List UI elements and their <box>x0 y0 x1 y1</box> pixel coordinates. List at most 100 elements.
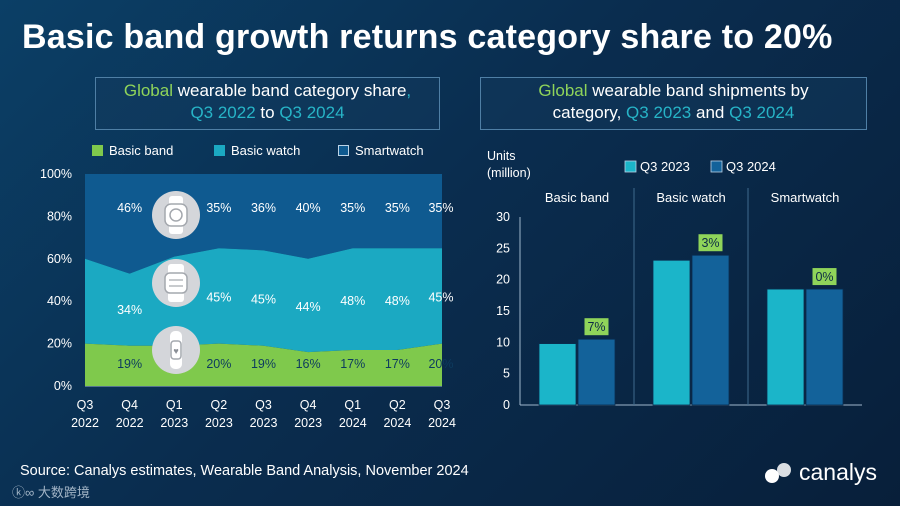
bar-q3-2023 <box>538 343 577 406</box>
label-basic-band: 17% <box>340 357 365 371</box>
right-title-global: Global <box>538 81 588 100</box>
x-tick-label: 2024 <box>339 416 367 430</box>
x-tick-label: Q4 <box>300 398 317 412</box>
bar-q3-2024 <box>691 254 730 406</box>
x-tick-label: 2024 <box>383 416 411 430</box>
right-title-text: wearable band shipments by <box>587 81 809 100</box>
left-title-end: Q3 2024 <box>279 103 345 122</box>
label-basic-band: 17% <box>385 357 410 371</box>
label-basic-band: 19% <box>251 357 276 371</box>
label-smartwatch: 36% <box>251 201 276 215</box>
growth-label-box <box>698 234 723 252</box>
legend-basic-band: Basic band <box>92 143 173 158</box>
x-tick-label: 2023 <box>294 416 322 430</box>
legend-label: Basic band <box>109 143 174 158</box>
y-tick-label: 20 <box>496 273 510 287</box>
group-label: Smartwatch <box>771 190 840 205</box>
x-tick-label: Q4 <box>121 398 138 412</box>
x-tick-label: Q1 <box>344 398 361 412</box>
bar-q3-2023 <box>652 259 691 406</box>
label-basic-band: 20% <box>428 357 453 371</box>
legend-swatch <box>214 145 225 156</box>
y-tick-label: 20% <box>47 337 72 351</box>
right-title-category: category, <box>552 103 627 122</box>
label-basic-watch: 44% <box>296 300 321 314</box>
basic-watch-icon <box>152 259 200 307</box>
left-title-start: Q3 2022 <box>190 103 256 122</box>
label-basic-band: 16% <box>296 357 321 371</box>
right-panel-title: Global wearable band shipments by catego… <box>480 77 867 130</box>
y-tick-label: 60% <box>47 252 72 266</box>
y-tick-label: 15 <box>496 304 510 318</box>
legend-swatch <box>92 145 103 156</box>
legend-basic-watch: Basic watch <box>214 143 300 158</box>
bar-q3-2023 <box>766 288 805 406</box>
label-smartwatch: 35% <box>428 201 453 215</box>
right-title-and: and <box>691 103 730 122</box>
watch-dial <box>169 208 183 222</box>
y-axis-title: Units <box>487 149 515 163</box>
growth-label-box <box>584 318 609 336</box>
watermark-logo-icon: ⓚ∞ <box>12 485 38 500</box>
bar-q3-2024 <box>577 338 616 406</box>
legend-label: Q3 2023 <box>640 159 690 174</box>
label-basic-watch: 48% <box>340 294 365 308</box>
label-smartwatch: 35% <box>206 201 231 215</box>
y-tick-label: 0 <box>503 398 510 412</box>
legend-swatch <box>710 160 723 173</box>
y-tick-label: 100% <box>40 167 72 181</box>
page-title: Basic band growth returns category share… <box>22 18 833 56</box>
x-tick-label: 2022 <box>71 416 99 430</box>
label-smartwatch: 40% <box>296 201 321 215</box>
legend-label: Q3 2024 <box>726 159 776 174</box>
x-tick-label: Q1 <box>166 398 183 412</box>
left-title-text: wearable band category share <box>172 81 407 100</box>
y-tick-label: 10 <box>496 335 510 349</box>
x-tick-label: Q2 <box>389 398 406 412</box>
y-tick-label: 0% <box>54 379 72 393</box>
x-tick-label: 2023 <box>205 416 233 430</box>
left-title-to: to <box>255 103 280 122</box>
watch-face <box>164 272 188 294</box>
group-label: Basic watch <box>656 190 725 205</box>
x-tick-label: Q3 <box>434 398 451 412</box>
legend-swatch <box>338 145 349 156</box>
label-basic-band: 19% <box>117 357 142 371</box>
x-tick-label: Q3 <box>77 398 94 412</box>
left-panel-title: Global wearable band category share, Q3 … <box>95 77 440 130</box>
y-tick-label: 40% <box>47 294 72 308</box>
legend-label: Smartwatch <box>355 143 424 158</box>
right-title-q3-2024: Q3 2024 <box>729 103 795 122</box>
label-basic-band: 20% <box>206 357 231 371</box>
label-smartwatch: 35% <box>340 201 365 215</box>
watch-face <box>164 203 188 227</box>
band-screen <box>170 340 182 360</box>
growth-label: 3% <box>701 236 719 250</box>
y-tick-label: 30 <box>496 210 510 224</box>
legend-smartwatch: Smartwatch <box>338 143 424 158</box>
brand-logo: canalys <box>763 459 877 486</box>
smartwatch-icon <box>152 191 200 239</box>
label-basic-watch: 48% <box>385 294 410 308</box>
label-smartwatch: 46% <box>117 201 142 215</box>
canalys-logo-icon <box>765 462 791 483</box>
legend-swatch <box>624 160 637 173</box>
y-tick-label: 80% <box>47 209 72 223</box>
label-basic-watch: 45% <box>206 291 231 305</box>
y-tick-label: 5 <box>503 367 510 381</box>
growth-label-box <box>812 268 837 286</box>
growth-label: 7% <box>587 320 605 334</box>
left-title-comma: , <box>406 81 412 100</box>
x-tick-label: Q2 <box>211 398 228 412</box>
x-tick-label: Q3 <box>255 398 272 412</box>
label-basic-watch: 34% <box>117 303 142 317</box>
x-tick-label: 2023 <box>250 416 278 430</box>
group-label: Basic band <box>545 190 609 205</box>
y-axis-title: (million) <box>487 166 531 180</box>
label-basic-watch: 45% <box>251 293 276 307</box>
growth-label: 0% <box>815 270 833 284</box>
watermark: ⓚ∞ 大数跨境 <box>12 485 90 500</box>
bar-q3-2024 <box>805 288 844 406</box>
